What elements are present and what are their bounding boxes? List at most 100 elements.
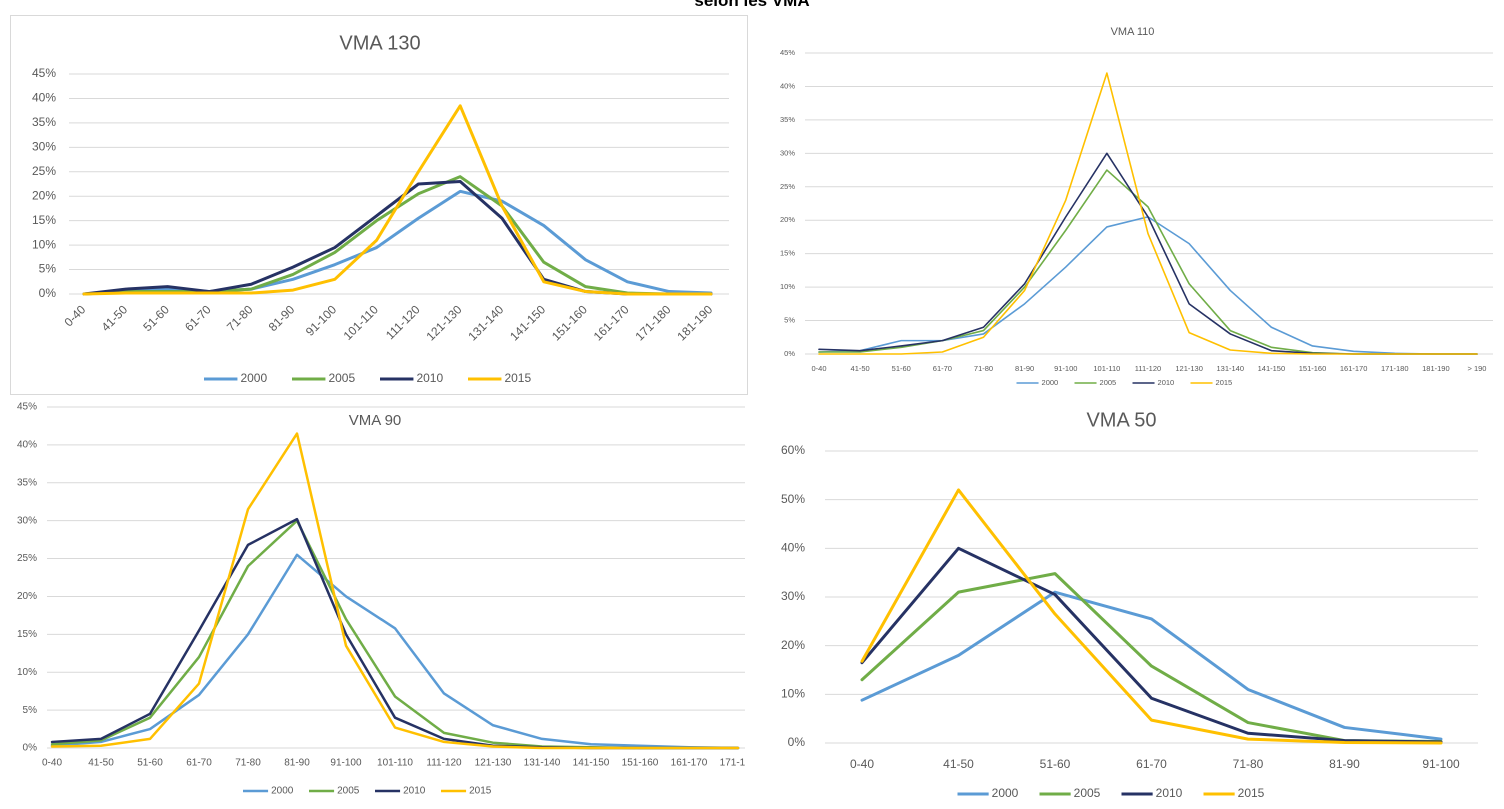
series-line	[860, 590, 1443, 741]
y-tick-label: 30%	[17, 515, 37, 526]
series-line	[818, 72, 1478, 355]
x-tick-label: 91-100	[1054, 364, 1077, 373]
y-tick-label: 35%	[32, 115, 56, 129]
y-tick-label: 40%	[780, 81, 795, 90]
chart-panel: VMA 110 0% 5% 10% 15% 20% 25% 30% 35% 40% 45% 0-40 4…	[765, 15, 1500, 395]
x-tick-label: 151-160	[1299, 364, 1327, 373]
x-tick-label: 151-160	[549, 302, 590, 343]
y-tick-label: 15%	[17, 629, 37, 640]
legend-label: 2000	[992, 786, 1019, 800]
x-tick-label: 51-60	[140, 302, 172, 334]
chart-title: VMA 90	[349, 412, 402, 429]
x-tick-label: 0-40	[42, 758, 62, 769]
x-tick-label: 71-80	[235, 758, 261, 769]
x-tick-label: 161-170	[591, 302, 632, 343]
x-tick-label: 61-70	[1136, 757, 1167, 771]
y-tick-label: 40%	[781, 541, 805, 555]
x-tick-label: 171-180	[633, 302, 674, 343]
x-tick-label: 41-50	[851, 364, 870, 373]
x-tick-label: 91-100	[1422, 757, 1460, 771]
x-tick-label: 101-110	[1093, 364, 1120, 373]
y-tick-label: 50%	[781, 492, 805, 506]
chart: VMA 50 0% 10% 20% 30% 40% 50% 60% 0-40 41-50 51-60…	[781, 409, 1478, 800]
y-tick-label: 45%	[780, 48, 795, 57]
x-tick-label: 141-150	[573, 758, 610, 769]
x-tick-label: 71-80	[224, 302, 256, 334]
chart-panel: VMA 50 0% 10% 20% 30% 40% 50% 60% 0-40 41-50 51-60…	[765, 398, 1478, 805]
y-tick-label: 0%	[39, 286, 57, 300]
chart-panel: VMA 90 0% 5% 10% 15% 20% 25% 30% 35% 40% 45% 0-40 41…	[5, 398, 745, 805]
x-tick-label: 61-70	[933, 364, 952, 373]
series-line	[860, 488, 1443, 745]
x-tick-label: 161-170	[671, 758, 708, 769]
chart: VMA 130 0% 5% 10% 15% 20% 25% 30% 35% 40% 45% 0-40 4…	[32, 32, 729, 385]
x-tick-label: 91-100	[330, 758, 362, 769]
series-line	[818, 169, 1478, 355]
y-tick-label: 30%	[32, 140, 56, 154]
y-tick-label: 0%	[788, 735, 806, 749]
x-tick-label: 111-120	[383, 302, 423, 342]
y-tick-label: 45%	[17, 402, 37, 413]
x-tick-label: 51-60	[892, 364, 911, 373]
chart-title: VMA 50	[1086, 409, 1156, 431]
y-tick-label: 10%	[17, 667, 37, 678]
legend-label: 2015	[1216, 378, 1233, 387]
y-tick-label: 45%	[32, 66, 56, 80]
chart-title: VMA 130	[339, 32, 420, 54]
series-line	[818, 216, 1478, 355]
x-tick-label: 121-130	[424, 302, 465, 343]
legend-label: 2005	[1100, 378, 1117, 387]
legend-label: 2010	[1158, 378, 1175, 387]
x-tick-label: 131-140	[1216, 364, 1244, 373]
x-tick-label: 0-40	[61, 302, 88, 329]
legend-label: 2005	[337, 786, 360, 797]
y-tick-label: 35%	[780, 115, 795, 124]
y-tick-label: 20%	[780, 215, 795, 224]
series-line	[50, 553, 740, 750]
x-tick-label: 81-90	[266, 302, 298, 334]
y-tick-label: 20%	[781, 638, 805, 652]
legend-label: 2005	[328, 371, 355, 385]
y-tick-label: 20%	[17, 591, 37, 602]
x-tick-label: 141-150	[507, 302, 548, 343]
y-tick-label: 40%	[32, 91, 56, 105]
chart-title: VMA 110	[1111, 26, 1155, 38]
legend-label: 2010	[416, 371, 443, 385]
x-tick-label: 51-60	[1040, 757, 1071, 771]
series-line	[50, 517, 740, 750]
chart-panel: VMA 130 0% 5% 10% 15% 20% 25% 30% 35% 40% 45% 0-40 4…	[10, 15, 748, 395]
y-tick-label: 25%	[32, 164, 56, 178]
x-tick-label: 151-160	[622, 758, 659, 769]
series-line	[82, 104, 713, 296]
y-tick-label: 30%	[780, 148, 795, 157]
y-tick-label: 10%	[32, 237, 56, 251]
series-line	[860, 546, 1443, 744]
x-tick-label: 141-150	[1258, 364, 1286, 373]
y-tick-label: 10%	[780, 282, 795, 291]
x-tick-label: 61-70	[186, 758, 212, 769]
x-tick-label: 121-130	[1175, 364, 1203, 373]
y-tick-label: 0%	[784, 349, 795, 358]
x-tick-label: 181-190	[674, 302, 715, 343]
x-tick-label: 171-180	[720, 758, 745, 769]
x-tick-label: 81-90	[284, 758, 310, 769]
y-tick-label: 5%	[23, 705, 38, 716]
x-tick-label: 81-90	[1015, 364, 1034, 373]
y-tick-label: 35%	[17, 477, 37, 488]
x-tick-label: 131-140	[524, 758, 561, 769]
x-tick-label: 111-120	[1135, 364, 1161, 373]
x-tick-label: 121-130	[475, 758, 512, 769]
series-line	[860, 572, 1443, 744]
y-tick-label: 30%	[781, 589, 805, 603]
x-tick-label: 131-140	[465, 302, 506, 343]
x-tick-label: 51-60	[137, 758, 163, 769]
chart: VMA 110 0% 5% 10% 15% 20% 25% 30% 35% 40% 45% 0-40 4…	[780, 26, 1493, 387]
y-tick-label: 0%	[23, 743, 38, 754]
x-tick-label: 111-120	[426, 758, 462, 769]
y-tick-label: 40%	[17, 440, 37, 451]
legend-label: 2015	[504, 371, 531, 385]
x-tick-label: 181-190	[1422, 364, 1450, 373]
x-tick-label: 91-100	[303, 302, 340, 339]
x-tick-label: 41-50	[943, 757, 974, 771]
